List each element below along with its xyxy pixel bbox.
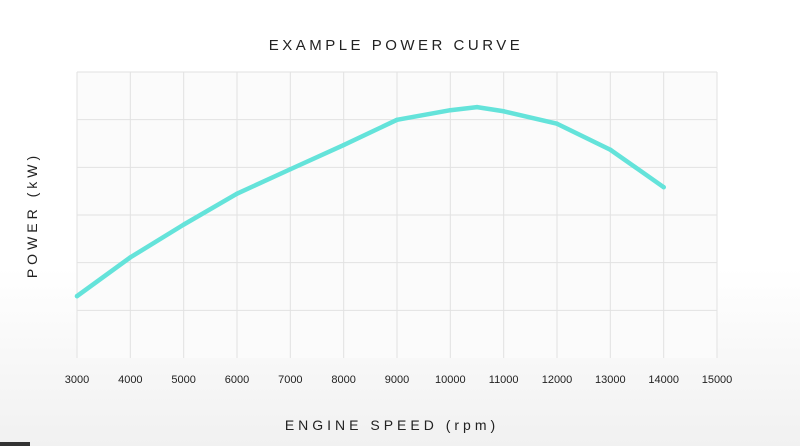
y-axis-label: POWER (kW) xyxy=(24,152,40,278)
x-tick-label-5: 8000 xyxy=(331,374,355,386)
data-point-2 xyxy=(181,222,186,227)
data-point-6 xyxy=(394,117,400,123)
data-point-8 xyxy=(474,104,480,110)
x-tick-label-6: 9000 xyxy=(385,374,409,386)
data-point-10 xyxy=(554,121,560,126)
data-point-11 xyxy=(608,147,613,152)
x-tick-labels: 3000 4000 5000 6000 7000 8000 9000 10000 11000 12… xyxy=(65,374,733,386)
x-tick-label-11: 14000 xyxy=(648,374,679,386)
chart-title: EXAMPLE POWER CURVE xyxy=(269,37,524,54)
x-tick-label-9: 12000 xyxy=(542,374,573,386)
data-point-0 xyxy=(74,293,80,299)
x-tick-label-0: 3000 xyxy=(65,374,89,386)
x-tick-label-3: 6000 xyxy=(225,374,249,386)
x-axis-label: ENGINE SPEED (rpm) xyxy=(285,417,499,433)
x-tick-label-12: 15000 xyxy=(702,374,733,386)
series-layer xyxy=(74,104,666,299)
x-tick-label-1: 4000 xyxy=(118,374,142,386)
x-tick-label-10: 13000 xyxy=(595,374,626,386)
data-point-1 xyxy=(128,255,133,260)
x-tick-label-2: 5000 xyxy=(171,374,195,386)
x-tick-label-7: 10000 xyxy=(435,374,466,386)
data-point-4 xyxy=(288,167,293,172)
grid xyxy=(76,71,718,358)
corner-mark xyxy=(0,442,30,446)
x-tick-label-8: 11000 xyxy=(489,374,519,386)
x-tick-label-4: 7000 xyxy=(278,374,302,386)
data-point-9 xyxy=(501,109,506,114)
data-point-5 xyxy=(341,142,346,148)
data-point-12 xyxy=(661,184,666,190)
data-point-3 xyxy=(234,191,240,196)
data-point-7 xyxy=(448,108,453,113)
